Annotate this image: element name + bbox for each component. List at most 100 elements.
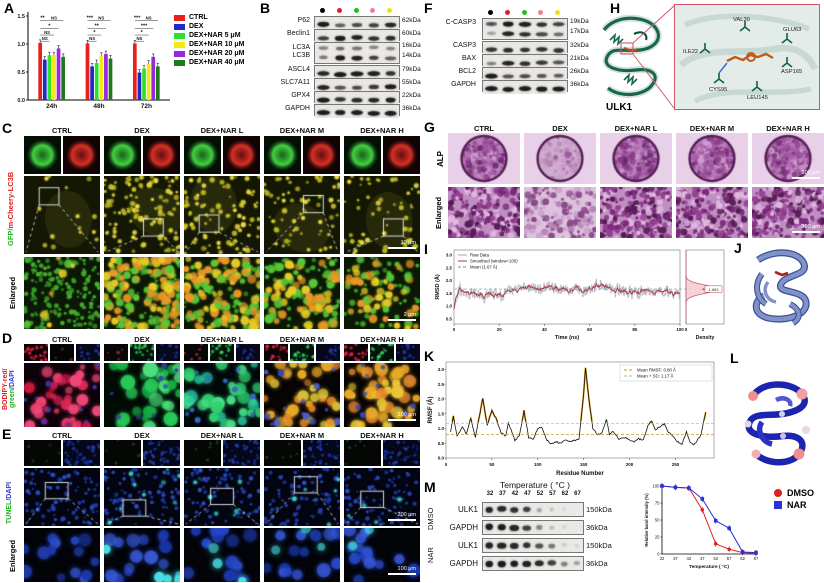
- wb-blot-GAPDH: [482, 80, 568, 94]
- gfp-thumb: [184, 136, 221, 174]
- temp-header: Temperature ( °C ): [499, 480, 570, 490]
- text: 75: [655, 501, 660, 506]
- scalebar-100um: 100 μm: [388, 412, 416, 421]
- rect: [713, 518, 718, 523]
- bar-48h-DEX+NAR 5 μM: [94, 63, 99, 100]
- wb-kda: 36kDa: [402, 105, 421, 112]
- text: 0.0: [438, 456, 445, 461]
- wb-blot-SLC7A11: [314, 78, 400, 92]
- merge-image: [344, 176, 420, 254]
- scalebar-300um: 300 μm: [792, 224, 820, 233]
- circle: [727, 547, 731, 552]
- panel-c-header-0: CTRL: [52, 126, 72, 135]
- wb-blot-P62: [314, 16, 400, 30]
- merge-image: [24, 176, 100, 254]
- text: LEU145: [747, 95, 768, 101]
- wb-protein-label: GPX4: [291, 92, 310, 99]
- legend-item-1: DEX: [174, 23, 244, 30]
- temp-value: 52: [536, 491, 544, 497]
- enlarged-image: [104, 257, 180, 329]
- text: 100: [534, 462, 542, 467]
- panel-d-header-4: DEX+NAR H: [360, 335, 404, 344]
- text: NS: [136, 36, 142, 41]
- text: NS: [51, 15, 57, 20]
- tunel-image: [264, 468, 340, 526]
- rect: [445, 361, 715, 459]
- wb-blot-GPX4: [314, 91, 400, 105]
- text: 0: [445, 462, 448, 467]
- panel-g-header-0: CTRL: [474, 124, 494, 133]
- tunel-dapi-label-part: TUNEL: [6, 500, 13, 525]
- wb-protein-label: C-CASP3: [445, 19, 476, 26]
- bodipy-label-line1: green/DAPI: [9, 354, 16, 424]
- scalebar-500um-bar: [792, 177, 820, 179]
- path: [739, 21, 751, 32]
- dapi-thumb: [143, 440, 180, 466]
- wb-blot-Beclin1: [314, 29, 400, 43]
- text: 0: [453, 327, 456, 332]
- protein-name: ULK1: [606, 102, 633, 113]
- alp-well: [752, 133, 824, 184]
- scalebar-2um: 2 μm: [388, 312, 416, 321]
- dapi-thumb: [223, 440, 260, 466]
- circle: [746, 52, 756, 62]
- wb-kda: 32kDa: [570, 42, 589, 49]
- text: ***: [87, 15, 94, 21]
- text: 2: [702, 327, 705, 332]
- temp-value: 57: [549, 491, 556, 497]
- m-legend-item-1: NAR: [774, 500, 814, 510]
- path: [781, 57, 793, 68]
- legend-item-0: CTRL: [174, 14, 244, 21]
- mcherry-thumb: [383, 136, 420, 174]
- enlarged-image: [264, 257, 340, 329]
- bodipy-image: [24, 363, 100, 427]
- temp-value: 42: [511, 491, 519, 497]
- text: 3.0: [438, 367, 445, 372]
- merge-image: [184, 176, 260, 254]
- scalebar-500um: 500 μm: [792, 170, 820, 179]
- alp-well: [524, 133, 596, 184]
- m-legend-marker: [774, 489, 782, 497]
- mcherry-thumb: [223, 136, 260, 174]
- panel-g: G CTRL DEX DEX+NAR L DEX+NAR M DEX+NAR H ALP E…: [424, 118, 824, 240]
- merge-image: [104, 176, 180, 254]
- wb-protein-label: CASP3: [453, 42, 476, 49]
- text: NS: [98, 15, 104, 20]
- rect: [740, 550, 745, 554]
- wb-protein-label: BCL2: [458, 68, 476, 75]
- text: Raw Data: [470, 253, 489, 258]
- text: ILE22: [683, 49, 698, 55]
- wb-blot-CASP3: [482, 41, 568, 55]
- legend-swatch: [174, 32, 185, 39]
- bar-48h-DEX+NAR 20 μM: [104, 54, 108, 100]
- panel-c-header-4: DEX+NAR H: [360, 126, 404, 135]
- tunel-thumb: [344, 440, 381, 466]
- text: Temperature ( °C): [689, 564, 729, 570]
- line: [718, 62, 728, 74]
- wb-protein-label: LC3A: [292, 44, 310, 51]
- bodipy-thumb: [236, 344, 260, 361]
- bodipy-label-part: /DAPI: [9, 370, 16, 389]
- bodipy-thumb: [104, 344, 128, 361]
- bar-72h-DEX+NAR 5 μM: [142, 68, 146, 100]
- panel-g-header-4: DEX+NAR H: [766, 124, 810, 133]
- bar-72h-CTRL: [132, 43, 137, 100]
- structure-blue-ribbon: [752, 249, 810, 326]
- path: [683, 13, 811, 32]
- panel-k-label: K: [424, 348, 435, 364]
- panel-i-label: I: [424, 241, 428, 257]
- wb-protein-label: BAX: [461, 55, 476, 62]
- scalebar-100um-e: 100 μm: [388, 566, 416, 575]
- text: 52: [713, 556, 718, 561]
- text: 1.5: [438, 411, 445, 416]
- bar-48h-DEX+NAR 10 μM: [99, 55, 104, 100]
- panel-d-header-2: DEX+NAR L: [200, 335, 244, 344]
- text: 1.0: [446, 304, 453, 309]
- text: Mean + SD: 1.17 Å: [637, 374, 674, 379]
- bodipy-thumb: [370, 344, 394, 361]
- tunel-dapi-label: TUNEL/DAPI: [6, 474, 13, 532]
- text: 250: [672, 462, 680, 467]
- text: **: [95, 23, 100, 29]
- m-kda: 36kDa: [586, 523, 608, 532]
